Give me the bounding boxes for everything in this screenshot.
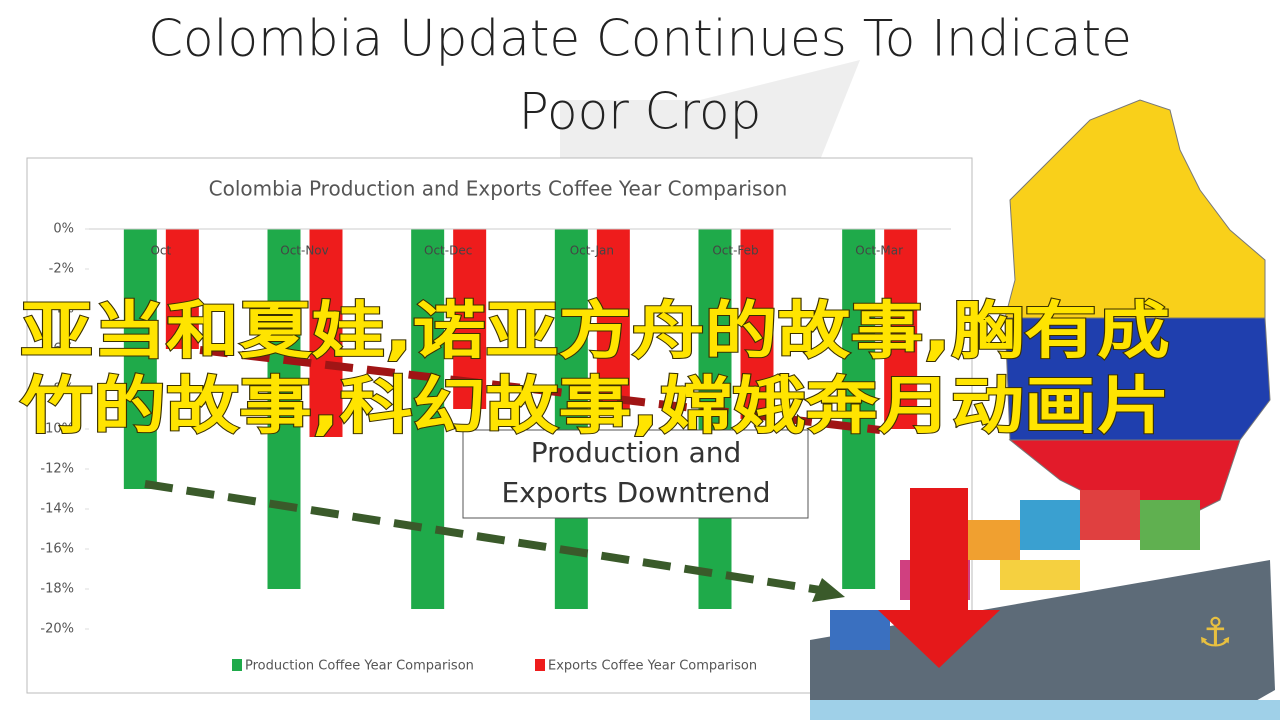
headline: Colombia Update Continues To Indicate bbox=[148, 10, 1132, 68]
bar bbox=[123, 229, 157, 489]
x-tick-label: Oct-Nov bbox=[280, 244, 329, 258]
y-tick-label: -6% bbox=[49, 342, 74, 357]
x-tick-label: Oct bbox=[150, 244, 171, 258]
chart: Colombia Production and Exports Coffee Y… bbox=[40, 177, 951, 674]
trend-arrow bbox=[144, 480, 821, 594]
y-tick-label: -8% bbox=[49, 382, 74, 397]
chart-title: Colombia Production and Exports Coffee Y… bbox=[209, 177, 788, 201]
annotation-box bbox=[462, 429, 809, 519]
y-tick-label: -12% bbox=[40, 462, 74, 477]
overlay-text: 亚当和夏娃,诺亚方舟的故事,胸有成 bbox=[20, 294, 1170, 367]
y-tick-label: -10% bbox=[40, 422, 74, 437]
bar bbox=[884, 229, 918, 429]
bar bbox=[698, 229, 732, 609]
y-tick-label: -18% bbox=[40, 582, 74, 597]
legend-swatch bbox=[535, 659, 545, 671]
legend-swatch bbox=[232, 659, 242, 671]
bar bbox=[165, 229, 199, 349]
anchor-icon: ⚓ bbox=[1197, 610, 1233, 656]
legend-label: Production Coffee Year Comparison bbox=[245, 659, 474, 674]
annotation: Production and bbox=[531, 436, 742, 469]
annotation: Exports Downtrend bbox=[501, 476, 770, 509]
overlay-text: 竹的故事,科幻故事,嫦娥奔月动画片 bbox=[20, 369, 1170, 442]
legend-label: Exports Coffee Year Comparison bbox=[548, 659, 757, 674]
bar bbox=[596, 229, 630, 409]
arrow-head bbox=[812, 578, 845, 602]
bar bbox=[842, 229, 876, 589]
x-tick-label: Oct-Jan bbox=[570, 244, 614, 258]
x-tick-label: Oct-Feb bbox=[712, 244, 758, 258]
ship: ⚓ bbox=[810, 490, 1280, 720]
trend-arrow bbox=[199, 346, 881, 434]
y-tick-label: -16% bbox=[40, 542, 74, 557]
y-tick-label: -20% bbox=[40, 622, 74, 637]
y-tick-label: -4% bbox=[49, 302, 74, 317]
down-arrow bbox=[878, 488, 1000, 668]
bar bbox=[267, 229, 301, 589]
bar bbox=[309, 229, 343, 437]
x-tick-label: Oct-Mar bbox=[855, 244, 903, 258]
x-tick-label: Oct-Dec bbox=[424, 244, 472, 258]
y-tick-label: 0% bbox=[53, 222, 74, 237]
y-tick-label: -14% bbox=[40, 502, 74, 517]
bar bbox=[554, 229, 588, 609]
y-tick-label: -2% bbox=[49, 262, 74, 277]
bar bbox=[411, 229, 445, 609]
bar bbox=[740, 229, 774, 419]
headline: Poor Crop bbox=[519, 83, 762, 141]
